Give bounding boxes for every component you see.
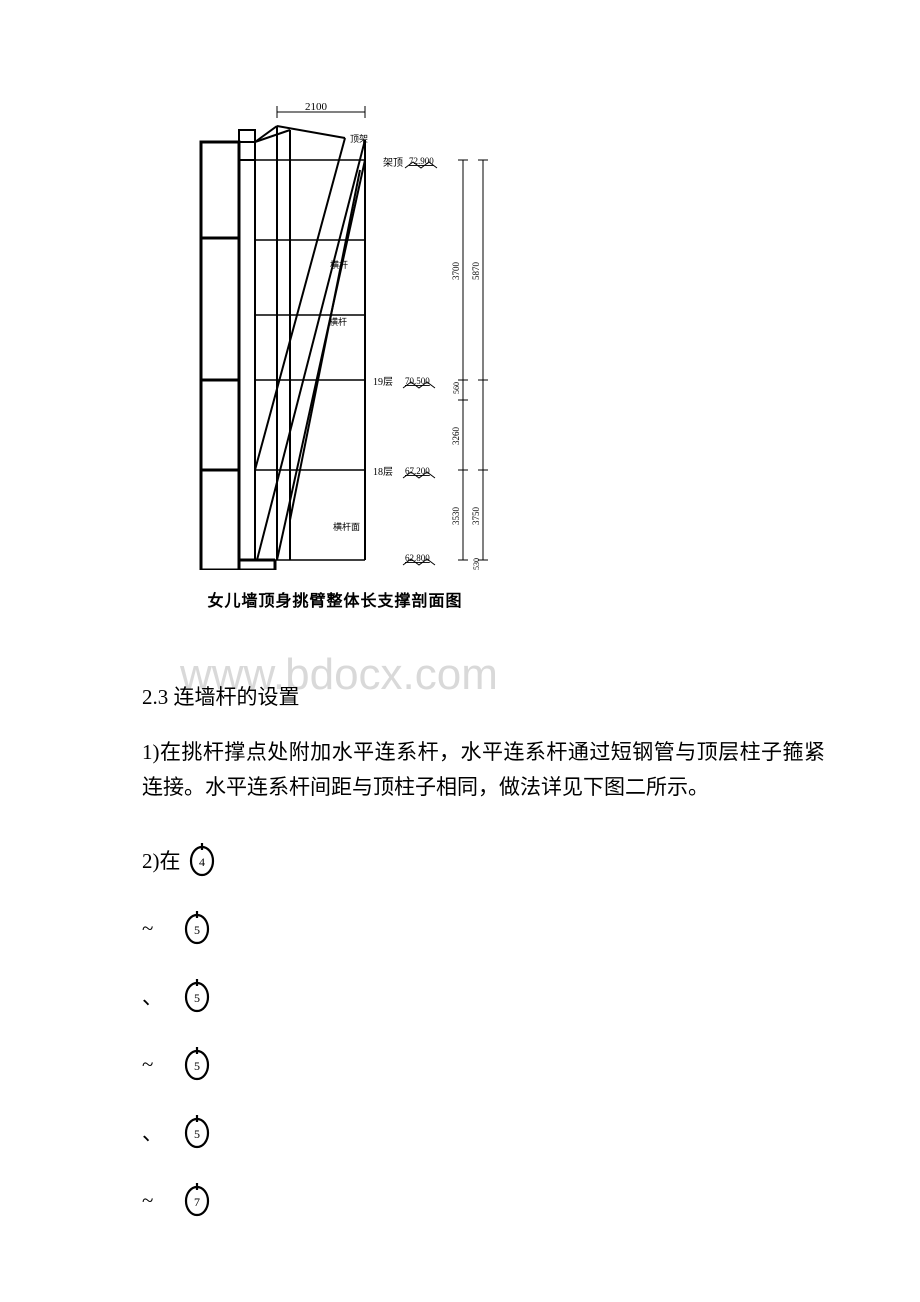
scaffold-svg: 2100 (195, 100, 515, 570)
svg-text:5: 5 (194, 1127, 200, 1141)
para2-prefix: 2)在 (142, 845, 187, 875)
section-number: 2.3 (142, 685, 168, 709)
svg-text:5: 5 (194, 923, 200, 937)
svg-text:5: 5 (194, 1059, 200, 1073)
svg-text:3530: 3530 (451, 507, 461, 526)
section-title: 连墙杆的设置 (174, 685, 300, 709)
list-item-row: 、 5 (142, 970, 825, 1022)
list-item-row: ~ 7 (142, 1174, 825, 1226)
connector-text: ~ (142, 1052, 182, 1077)
svg-text:横杆: 横杆 (330, 259, 348, 270)
svg-text:4: 4 (199, 855, 205, 869)
svg-text:19层: 19层 (373, 376, 393, 388)
axis-icon: 5 (182, 1114, 212, 1150)
axis-icon: 5 (182, 978, 212, 1014)
svg-text:横杆面: 横杆面 (333, 521, 360, 532)
list-item-row: 、 5 (142, 1106, 825, 1158)
list-item-row: ~ 5 (142, 1038, 825, 1090)
paragraph-2: 2)在 4 ~ 5 、 5 ~ 5 、 5 ~ 7 (142, 834, 825, 1226)
para1-prefix: 1) (142, 740, 160, 764)
diagram-caption: 女儿墙顶身挑臂整体长支撑剖面图 (145, 587, 525, 611)
list-item-row: 2)在 4 (142, 834, 825, 886)
list-item-row: ~ 5 (142, 902, 825, 954)
connector-text: ~ (142, 1188, 182, 1213)
svg-text:横杆: 横杆 (329, 316, 347, 327)
dim-top: 2100 (305, 101, 328, 113)
svg-text:7: 7 (194, 1195, 200, 1209)
connector-text: 、 (142, 1117, 182, 1147)
svg-text:3750: 3750 (471, 507, 481, 526)
scaffold-diagram: 2100 (195, 100, 825, 611)
connector-text: ~ (142, 916, 182, 941)
svg-text:72.900: 72.900 (409, 156, 434, 166)
svg-text:560: 560 (452, 382, 461, 394)
paragraph-1: 1)在挑杆撑点处附加水平连系杆，水平连系杆通过短钢管与顶层柱子箍紧连接。水平连系… (142, 735, 825, 804)
axis-icon: 5 (182, 1046, 212, 1082)
svg-text:70.500: 70.500 (405, 376, 430, 386)
para1-text: 在挑杆撑点处附加水平连系杆，水平连系杆通过短钢管与顶层柱子箍紧连接。水平连系杆间… (142, 740, 825, 799)
svg-text:67.200: 67.200 (405, 466, 430, 476)
svg-text:3700: 3700 (451, 262, 461, 281)
svg-text:3260: 3260 (451, 427, 461, 446)
connector-text: 、 (142, 981, 182, 1011)
section-header: 2.3 连墙杆的设置 (142, 681, 825, 711)
svg-text:62.800: 62.800 (405, 553, 430, 563)
svg-text:530: 530 (472, 558, 481, 570)
svg-text:5870: 5870 (471, 262, 481, 281)
axis-icon: 5 (182, 910, 212, 946)
axis-icon: 7 (182, 1182, 212, 1218)
svg-text:顶架: 顶架 (350, 134, 368, 144)
label-top-level: 架顶 (383, 157, 403, 169)
svg-text:18层: 18层 (373, 466, 393, 478)
axis-icon: 4 (187, 842, 217, 878)
svg-text:5: 5 (194, 991, 200, 1005)
